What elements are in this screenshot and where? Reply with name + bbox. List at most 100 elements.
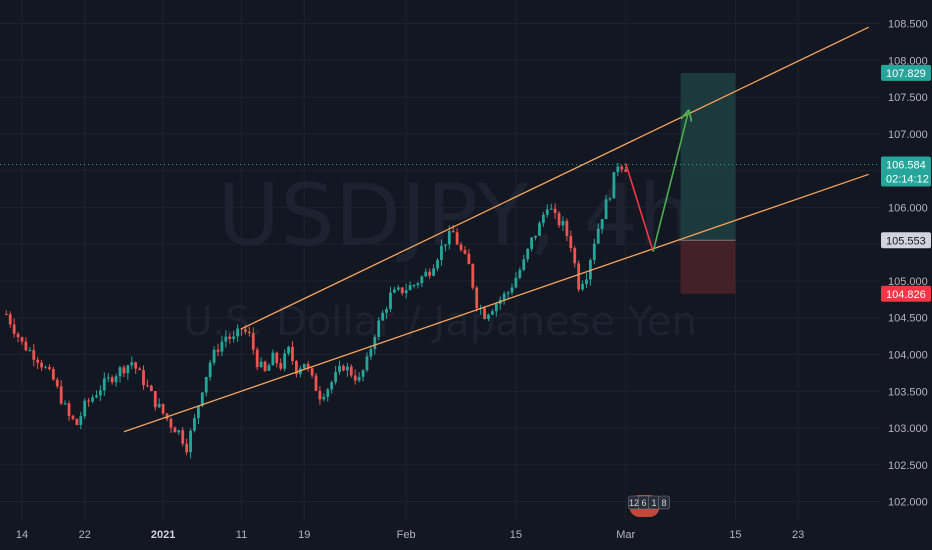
candlestick-series: [4, 162, 628, 459]
candle: [228, 336, 232, 339]
candle: [624, 169, 628, 172]
candle: [185, 443, 189, 453]
candle: [126, 365, 130, 374]
long-position-tool[interactable]: [680, 72, 736, 294]
price-tick-label: 105.000: [888, 276, 928, 288]
candle: [569, 236, 573, 249]
candle: [200, 392, 204, 406]
candle: [389, 292, 392, 310]
candle: [518, 269, 522, 278]
entry-price-label-bg: [881, 232, 931, 249]
projection-up-arrow[interactable]: [652, 112, 688, 252]
candle: [475, 287, 479, 309]
candle: [338, 365, 341, 373]
candle: [173, 427, 177, 433]
candle: [55, 379, 59, 387]
candle: [557, 212, 561, 226]
time-axis[interactable]: [0, 520, 932, 550]
candle: [24, 341, 28, 351]
candle: [443, 244, 447, 246]
candle: [153, 391, 157, 408]
candle: [436, 260, 439, 269]
candle: [275, 352, 279, 364]
candle: [349, 366, 353, 376]
candle: [118, 367, 122, 377]
price-tick-label: 107.500: [888, 92, 928, 104]
candle: [157, 403, 161, 408]
candle: [291, 346, 294, 362]
candle: [592, 243, 596, 261]
candle: [251, 333, 255, 350]
price-axis[interactable]: [880, 0, 932, 520]
candle: [79, 416, 83, 425]
projection-path[interactable]: [624, 112, 689, 252]
candle: [146, 385, 149, 387]
channel-lower-line[interactable]: [123, 173, 869, 433]
candle: [377, 320, 381, 337]
watermark: USDJPY, 4h U.S. Dollar / Japanese Yen: [183, 166, 697, 345]
candle: [83, 400, 87, 417]
candle: [416, 283, 420, 286]
candle: [604, 199, 608, 220]
target-zone[interactable]: [680, 72, 736, 241]
candle: [75, 418, 79, 425]
event-badge-label: 8: [662, 498, 667, 508]
event-badges[interactable]: 12 6 1 8: [628, 495, 670, 517]
candle: [440, 245, 443, 261]
time-tick-label: Feb: [397, 529, 416, 541]
event-badge[interactable]: 6: [638, 495, 650, 510]
candle: [271, 352, 275, 366]
candle: [110, 377, 114, 383]
event-badge[interactable]: 12: [628, 495, 640, 510]
candle: [102, 378, 106, 391]
event-badge-label: 12: [629, 498, 639, 508]
candle: [142, 370, 145, 386]
candle: [561, 221, 565, 226]
time-tick-label: 23: [792, 529, 804, 541]
candle: [236, 328, 239, 337]
candle: [259, 361, 263, 368]
candle: [306, 363, 310, 369]
candle: [48, 367, 51, 370]
candle: [87, 400, 91, 402]
candle: [577, 263, 581, 290]
event-badge[interactable]: 1: [648, 495, 660, 510]
time-tick-label: 2021: [151, 529, 175, 541]
candle: [247, 331, 251, 334]
projection-down-arrow[interactable]: [624, 163, 654, 252]
candle: [538, 223, 541, 236]
time-tick-label: 15: [729, 529, 741, 541]
channel-upper-line[interactable]: [241, 26, 870, 330]
candle: [608, 198, 612, 200]
event-badge-box: [658, 495, 670, 510]
candle: [404, 290, 408, 294]
candle: [600, 219, 604, 229]
candle: [134, 362, 138, 369]
candle: [408, 285, 412, 291]
candle: [455, 232, 459, 245]
event-badge[interactable]: 8: [658, 495, 670, 510]
candle: [279, 363, 283, 369]
time-tick-label: 22: [79, 529, 91, 541]
stop-zone[interactable]: [680, 240, 736, 294]
candle: [463, 250, 467, 254]
candle: [16, 333, 20, 338]
candle: [353, 375, 357, 381]
candle: [161, 403, 165, 414]
candle: [138, 368, 141, 371]
time-tick-label: 14: [16, 529, 28, 541]
candle: [334, 372, 337, 383]
price-tick-label: 104.000: [888, 350, 928, 362]
candle: [585, 279, 588, 284]
candle: [197, 405, 200, 419]
candle: [565, 221, 569, 237]
candle: [357, 376, 361, 381]
candle: [616, 166, 620, 173]
candle: [322, 396, 326, 400]
candle: [400, 287, 404, 294]
parallel-channel[interactable]: [123, 26, 870, 433]
candle: [283, 353, 287, 369]
target-price-label-bg: [881, 64, 931, 81]
time-tick-label: 11: [236, 529, 247, 541]
